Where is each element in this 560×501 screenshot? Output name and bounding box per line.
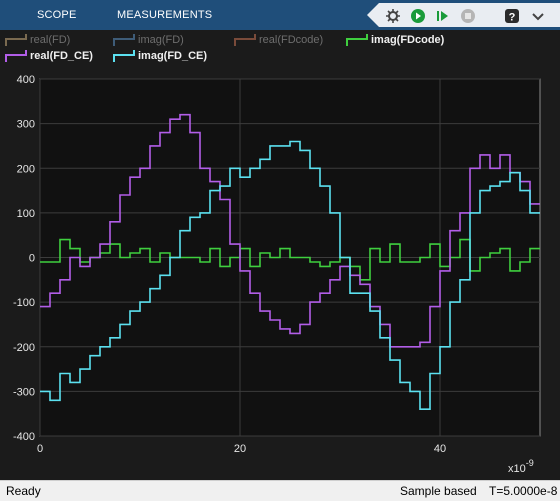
toolstrip: SCOPE MEASUREMENTS ? (0, 0, 560, 30)
legend-item-real-fdcode[interactable]: real(FDcode) (234, 32, 323, 48)
legend-label: real(FD_CE) (30, 50, 93, 62)
y-tick-label: 400 (17, 74, 35, 86)
legend-swatch (113, 34, 135, 46)
y-tick-label: -100 (13, 297, 35, 309)
tab-scope[interactable]: SCOPE (37, 9, 77, 21)
y-tick-label: -400 (13, 431, 35, 443)
run-icon[interactable] (409, 7, 427, 25)
legend-swatch (234, 34, 256, 46)
y-tick-label: 300 (17, 119, 35, 131)
status-time: T=5.0000e-8 (489, 484, 558, 498)
legend-item-imag-fdcode[interactable]: imag(FDcode) (346, 32, 444, 48)
y-tick-label: 0 (29, 253, 35, 265)
quick-access-bar: ? (367, 3, 560, 27)
series-imag-fd-ce (40, 140, 540, 410)
status-ready: Ready (6, 484, 41, 498)
tab-measurements[interactable]: MEASUREMENTS (117, 9, 213, 21)
legend-item-imag-fd[interactable]: imag(FD) (113, 32, 184, 48)
stop-icon[interactable] (459, 7, 477, 25)
y-tick-label: 100 (17, 208, 35, 220)
legend-label: real(FD) (30, 34, 71, 46)
legend-label: real(FDcode) (259, 34, 324, 46)
legend-label: imag(FDcode) (371, 34, 445, 46)
step-forward-icon[interactable] (434, 7, 452, 25)
legend-item-real-fd-ce[interactable]: real(FD_CE) (5, 48, 93, 64)
legend-swatch (113, 50, 135, 62)
status-mode: Sample based (400, 484, 477, 498)
x-tick-label: 20 (234, 443, 246, 455)
x-tick-label: 0 (37, 443, 43, 455)
legend-label: imag(FD) (138, 34, 184, 46)
legend-item-imag-fd-ce[interactable]: imag(FD_CE) (113, 48, 207, 64)
legend-item-real-fd[interactable]: real(FD) (5, 32, 70, 48)
legend-swatch (346, 34, 368, 46)
y-tick-label: -300 (13, 386, 35, 398)
svg-text:?: ? (509, 12, 516, 24)
expand-icon[interactable] (529, 7, 547, 25)
status-bar: Ready Sample based T=5.0000e-8 (0, 480, 560, 501)
legend-swatch (5, 50, 27, 62)
x-tick-label: 40 (434, 443, 446, 455)
scope-plot[interactable]: -400 -300 -200 -100 0 100 200 300 400 0 20 40 x10-9 (0, 70, 560, 480)
series-imag-fdcode (40, 238, 540, 281)
settings-icon[interactable] (384, 7, 402, 25)
y-tick-label: -200 (13, 342, 35, 354)
legend: real(FD) imag(FD) real(FDcode) imag(FDco… (0, 30, 560, 70)
legend-label: imag(FD_CE) (138, 50, 208, 62)
help-icon[interactable]: ? (503, 7, 521, 25)
x-exponent-label: x10-9 (508, 458, 534, 475)
legend-swatch (5, 34, 27, 46)
y-tick-label: 200 (17, 163, 35, 175)
series-real-fd-ce (40, 113, 540, 348)
